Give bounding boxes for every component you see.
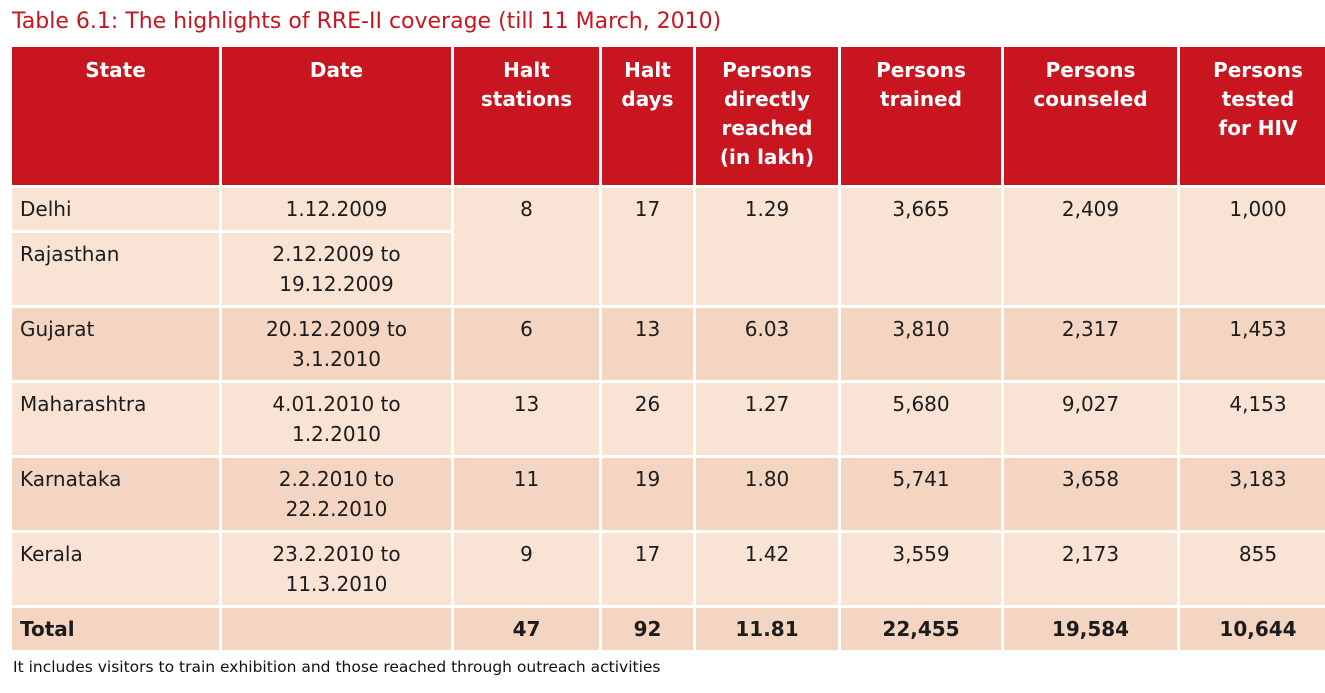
cell-persons-trained: 5,680 xyxy=(841,383,1001,455)
page-title: Table 6.1: The highlights of RRE-II cove… xyxy=(12,9,722,34)
cell-total-date-empty xyxy=(222,608,451,650)
table-row-delhi: Delhi 1.12.2009 8 17 1.29 3,665 2,409 1,… xyxy=(12,188,1325,305)
cell-persons-counseled: 2,173 xyxy=(1004,533,1177,605)
cell-persons-reached: 6.03 xyxy=(696,308,838,380)
cell-halt-stations: 8 xyxy=(454,188,599,305)
col-header-persons-reached: Persons directly reached (in lakh) xyxy=(696,47,838,185)
cell-persons-reached: 1.29 xyxy=(696,188,838,305)
cell-persons-trained: 3,665 xyxy=(841,188,1001,305)
cell-state: Maharashtra xyxy=(12,383,219,455)
col-header-halt-days: Halt days xyxy=(602,47,693,185)
cell-date: 2.2.2010 to 22.2.2010 xyxy=(222,458,451,530)
col-header-halt-stations: Halt stations xyxy=(454,47,599,185)
cell-halt-days: 17 xyxy=(602,188,693,305)
cell-halt-days: 92 xyxy=(602,608,693,650)
cell-persons-reached: 1.80 xyxy=(696,458,838,530)
col-header-state: State xyxy=(12,47,219,185)
table-footnote: It includes visitors to train exhibition… xyxy=(13,658,661,676)
cell-persons-tested: 4,153 xyxy=(1180,383,1325,455)
cell-persons-tested: 1,000 xyxy=(1180,188,1325,305)
cell-persons-counseled: 2,317 xyxy=(1004,308,1177,380)
cell-state: Delhi xyxy=(12,188,219,230)
cell-halt-stations: 6 xyxy=(454,308,599,380)
cell-persons-reached: 1.27 xyxy=(696,383,838,455)
cell-persons-counseled: 19,584 xyxy=(1004,608,1177,650)
table-row-maharashtra: Maharashtra 4.01.2010 to 1.2.2010 13 26 … xyxy=(12,383,1325,455)
cell-halt-stations: 9 xyxy=(454,533,599,605)
table-row-karnataka: Karnataka 2.2.2010 to 22.2.2010 11 19 1.… xyxy=(12,458,1325,530)
cell-date: 23.2.2010 to 11.3.2010 xyxy=(222,533,451,605)
cell-persons-trained: 5,741 xyxy=(841,458,1001,530)
col-header-date: Date xyxy=(222,47,451,185)
coverage-table: State Date Halt stations Halt days Perso… xyxy=(9,44,1325,653)
cell-state: Rajasthan xyxy=(12,233,219,305)
cell-halt-stations: 47 xyxy=(454,608,599,650)
cell-halt-days: 13 xyxy=(602,308,693,380)
table-row-total: Total 47 92 11.81 22,455 19,584 10,644 xyxy=(12,608,1325,650)
cell-date: 20.12.2009 to 3.1.2010 xyxy=(222,308,451,380)
cell-date: 2.12.2009 to 19.12.2009 xyxy=(222,233,451,305)
cell-date: 4.01.2010 to 1.2.2010 xyxy=(222,383,451,455)
cell-persons-counseled: 2,409 xyxy=(1004,188,1177,305)
cell-persons-trained: 3,559 xyxy=(841,533,1001,605)
cell-halt-days: 26 xyxy=(602,383,693,455)
cell-state: Karnataka xyxy=(12,458,219,530)
cell-halt-stations: 11 xyxy=(454,458,599,530)
cell-date: 1.12.2009 xyxy=(222,188,451,230)
cell-persons-counseled: 3,658 xyxy=(1004,458,1177,530)
cell-persons-reached: 1.42 xyxy=(696,533,838,605)
cell-halt-stations: 13 xyxy=(454,383,599,455)
cell-total-label: Total xyxy=(12,608,219,650)
cell-persons-tested: 1,453 xyxy=(1180,308,1325,380)
cell-persons-tested: 3,183 xyxy=(1180,458,1325,530)
cell-state: Gujarat xyxy=(12,308,219,380)
cell-persons-trained: 22,455 xyxy=(841,608,1001,650)
col-header-persons-tested: Persons tested for HIV xyxy=(1180,47,1325,185)
cell-halt-days: 19 xyxy=(602,458,693,530)
cell-halt-days: 17 xyxy=(602,533,693,605)
table-row-rajasthan: Rajasthan 2.12.2009 to 19.12.2009 xyxy=(12,233,1325,305)
cell-state: Kerala xyxy=(12,533,219,605)
cell-persons-reached: 11.81 xyxy=(696,608,838,650)
cell-persons-tested: 855 xyxy=(1180,533,1325,605)
table-row-gujarat: Gujarat 20.12.2009 to 3.1.2010 6 13 6.03… xyxy=(12,308,1325,380)
cell-persons-counseled: 9,027 xyxy=(1004,383,1177,455)
col-header-persons-counseled: Persons counseled xyxy=(1004,47,1177,185)
col-header-persons-trained: Persons trained xyxy=(841,47,1001,185)
cell-persons-trained: 3,810 xyxy=(841,308,1001,380)
cell-persons-tested: 10,644 xyxy=(1180,608,1325,650)
header-row: State Date Halt stations Halt days Perso… xyxy=(12,47,1325,185)
table-row-kerala: Kerala 23.2.2010 to 11.3.2010 9 17 1.42 … xyxy=(12,533,1325,605)
